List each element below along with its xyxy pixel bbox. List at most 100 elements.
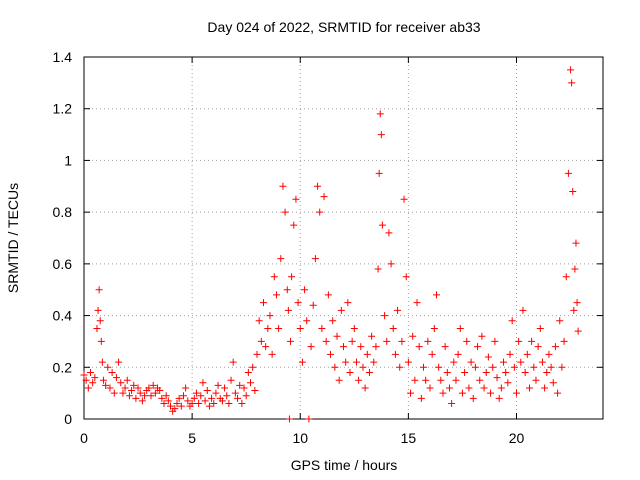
data-point bbox=[541, 384, 549, 392]
data-point bbox=[195, 399, 203, 407]
data-point bbox=[294, 299, 302, 307]
data-point bbox=[558, 363, 566, 371]
data-point bbox=[247, 379, 255, 387]
data-point bbox=[182, 384, 190, 392]
data-point bbox=[275, 325, 283, 332]
data-point bbox=[463, 337, 471, 345]
data-point bbox=[389, 325, 397, 332]
data-point bbox=[288, 273, 296, 281]
data-point bbox=[413, 299, 421, 307]
data-point bbox=[361, 384, 369, 392]
data-point bbox=[570, 306, 578, 314]
data-point bbox=[329, 317, 337, 325]
data-point bbox=[340, 343, 347, 351]
data-point bbox=[415, 343, 423, 351]
data-point bbox=[147, 392, 155, 400]
x-tick-label: 20 bbox=[509, 430, 525, 446]
data-point bbox=[128, 387, 136, 395]
data-point bbox=[337, 306, 345, 314]
data-point bbox=[305, 415, 313, 423]
data-point bbox=[355, 376, 363, 384]
data-point bbox=[84, 384, 92, 392]
data-point bbox=[350, 325, 358, 332]
data-point bbox=[448, 399, 456, 407]
data-point bbox=[296, 325, 304, 332]
data-point bbox=[309, 301, 317, 309]
data-point bbox=[368, 332, 376, 340]
data-point bbox=[467, 358, 475, 366]
y-tick-label: 0.2 bbox=[53, 359, 73, 375]
data-point bbox=[171, 405, 179, 413]
data-point bbox=[175, 394, 183, 402]
data-point bbox=[402, 273, 410, 281]
data-point bbox=[121, 384, 129, 392]
data-point bbox=[316, 208, 324, 216]
data-point bbox=[82, 376, 90, 384]
data-point bbox=[91, 374, 99, 382]
data-point bbox=[268, 350, 276, 358]
x-tick-label: 10 bbox=[292, 430, 308, 446]
data-point bbox=[396, 363, 404, 371]
x-tick-label: 5 bbox=[188, 430, 196, 446]
data-point bbox=[342, 358, 350, 366]
grid-lines bbox=[84, 57, 603, 419]
y-tick-label: 0.8 bbox=[53, 204, 73, 220]
data-point bbox=[376, 110, 384, 118]
data-point bbox=[513, 389, 520, 397]
data-point bbox=[528, 337, 536, 345]
data-point bbox=[409, 332, 417, 340]
data-point bbox=[426, 384, 434, 392]
data-point bbox=[292, 195, 300, 203]
data-point bbox=[422, 376, 430, 384]
data-point bbox=[465, 384, 473, 392]
data-point bbox=[525, 384, 533, 392]
data-point bbox=[327, 350, 335, 358]
data-point bbox=[117, 379, 125, 387]
data-point bbox=[545, 350, 553, 358]
data-point bbox=[363, 350, 371, 358]
y-tick-label: 1 bbox=[64, 152, 72, 168]
data-point bbox=[98, 358, 106, 366]
data-point bbox=[115, 358, 123, 366]
data-point bbox=[497, 384, 505, 392]
data-point bbox=[284, 306, 292, 314]
data-point bbox=[238, 399, 246, 407]
data-point bbox=[428, 350, 436, 358]
data-point bbox=[231, 389, 239, 397]
data-point bbox=[435, 363, 443, 371]
x-tick-label: 0 bbox=[80, 430, 88, 446]
data-point bbox=[249, 363, 257, 371]
data-point bbox=[335, 376, 343, 384]
data-point bbox=[476, 376, 484, 384]
data-point bbox=[229, 358, 237, 366]
data-point bbox=[212, 389, 220, 397]
data-point bbox=[556, 317, 564, 325]
data-point bbox=[394, 306, 402, 314]
data-point bbox=[521, 368, 529, 376]
data-point bbox=[141, 392, 149, 400]
data-point bbox=[352, 358, 360, 366]
data-point bbox=[474, 343, 482, 351]
data-point bbox=[322, 337, 330, 345]
data-point bbox=[456, 325, 464, 332]
data-point bbox=[333, 332, 341, 340]
data-point bbox=[398, 337, 406, 345]
data-point bbox=[236, 381, 244, 389]
data-point bbox=[567, 66, 575, 74]
data-point bbox=[523, 350, 531, 358]
data-point bbox=[437, 376, 445, 384]
data-point bbox=[314, 182, 322, 190]
data-point bbox=[138, 397, 146, 405]
data-point bbox=[272, 291, 280, 299]
data-point bbox=[253, 350, 261, 358]
data-point bbox=[430, 325, 438, 332]
data-point bbox=[530, 363, 538, 371]
data-point bbox=[572, 239, 580, 247]
data-point bbox=[407, 389, 415, 397]
data-point bbox=[223, 392, 231, 400]
data-point bbox=[184, 397, 192, 405]
data-point bbox=[445, 384, 453, 392]
data-point bbox=[560, 337, 568, 345]
data-point bbox=[519, 306, 527, 314]
